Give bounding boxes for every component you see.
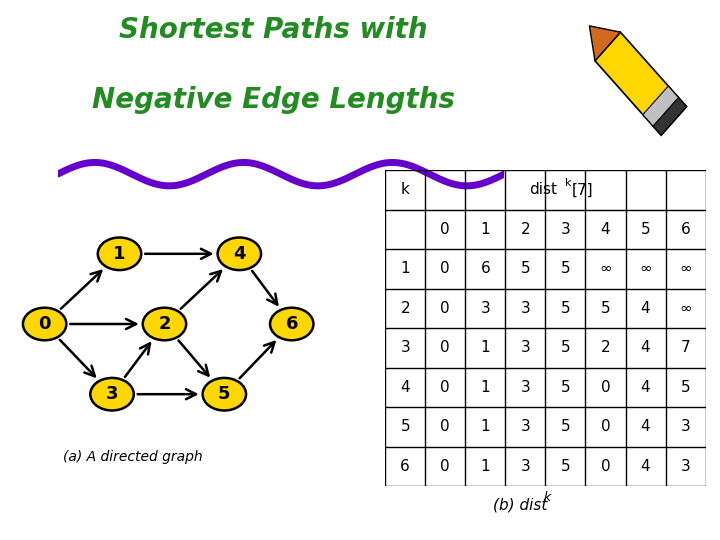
Text: 0: 0 [441,301,450,316]
Text: 3: 3 [680,459,690,474]
Text: 1: 1 [480,419,490,434]
Text: Shortest Paths with: Shortest Paths with [120,16,428,44]
Text: 0: 0 [441,261,450,276]
Text: 7: 7 [681,340,690,355]
Text: 5: 5 [400,419,410,434]
Text: 1: 1 [480,380,490,395]
Text: 5: 5 [561,340,570,355]
Circle shape [23,308,66,340]
Text: 5: 5 [681,380,690,395]
Text: 1: 1 [480,340,490,355]
Text: 6: 6 [480,261,490,276]
Text: 2: 2 [158,315,171,333]
Text: 5: 5 [561,261,570,276]
Circle shape [143,308,186,340]
Text: (b) dist: (b) dist [493,497,548,512]
Text: 3: 3 [680,419,690,434]
Text: 0: 0 [600,459,611,474]
Text: 4: 4 [641,419,650,434]
Text: 5: 5 [521,261,530,276]
Text: 5: 5 [641,222,650,237]
Text: 4: 4 [641,301,650,316]
Text: 4: 4 [600,222,611,237]
Text: 0: 0 [38,315,51,333]
Text: ∞: ∞ [679,301,692,316]
Polygon shape [595,32,687,135]
Circle shape [270,308,313,340]
Text: 0: 0 [441,459,450,474]
Text: 6: 6 [400,459,410,474]
Text: ∞: ∞ [639,261,652,276]
Text: 5: 5 [561,380,570,395]
Text: dist: dist [529,183,557,197]
Text: 0: 0 [441,340,450,355]
Text: 3: 3 [521,301,530,316]
Text: (a) A directed graph: (a) A directed graph [63,450,203,464]
Circle shape [217,238,261,270]
Text: 3: 3 [521,380,530,395]
Text: 3: 3 [521,419,530,434]
Polygon shape [590,26,621,61]
Text: 3: 3 [400,340,410,355]
Text: 5: 5 [600,301,611,316]
Text: k: k [401,183,410,197]
Text: 4: 4 [641,459,650,474]
Text: 3: 3 [480,301,490,316]
Text: 6: 6 [286,315,298,333]
Text: 3: 3 [521,459,530,474]
Text: 4: 4 [641,380,650,395]
Text: 5: 5 [561,419,570,434]
Text: 3: 3 [521,340,530,355]
Text: 0: 0 [441,419,450,434]
Text: 5: 5 [561,301,570,316]
Text: 0: 0 [441,380,450,395]
Polygon shape [643,86,678,126]
Text: 5: 5 [561,459,570,474]
Text: [7]: [7] [572,183,594,197]
Text: 2: 2 [600,340,611,355]
Text: 3: 3 [561,222,570,237]
Text: 2: 2 [521,222,530,237]
Text: 5: 5 [218,385,230,403]
Text: 1: 1 [113,245,126,263]
Text: 2: 2 [400,301,410,316]
Circle shape [202,378,246,410]
Text: 4: 4 [400,380,410,395]
Text: ∞: ∞ [599,261,612,276]
Text: k: k [544,491,551,504]
Text: 6: 6 [680,222,690,237]
Text: 0: 0 [600,380,611,395]
Text: 1: 1 [400,261,410,276]
Text: 1: 1 [480,459,490,474]
Text: ∞: ∞ [679,261,692,276]
Text: 0: 0 [600,419,611,434]
Circle shape [98,238,141,270]
Polygon shape [653,97,687,135]
Circle shape [90,378,134,410]
Text: 3: 3 [106,385,118,403]
Text: Negative Edge Lengths: Negative Edge Lengths [92,86,455,114]
Text: 1: 1 [480,222,490,237]
Text: 0: 0 [441,222,450,237]
Text: 4: 4 [233,245,246,263]
Text: k: k [565,178,572,188]
Text: 4: 4 [641,340,650,355]
